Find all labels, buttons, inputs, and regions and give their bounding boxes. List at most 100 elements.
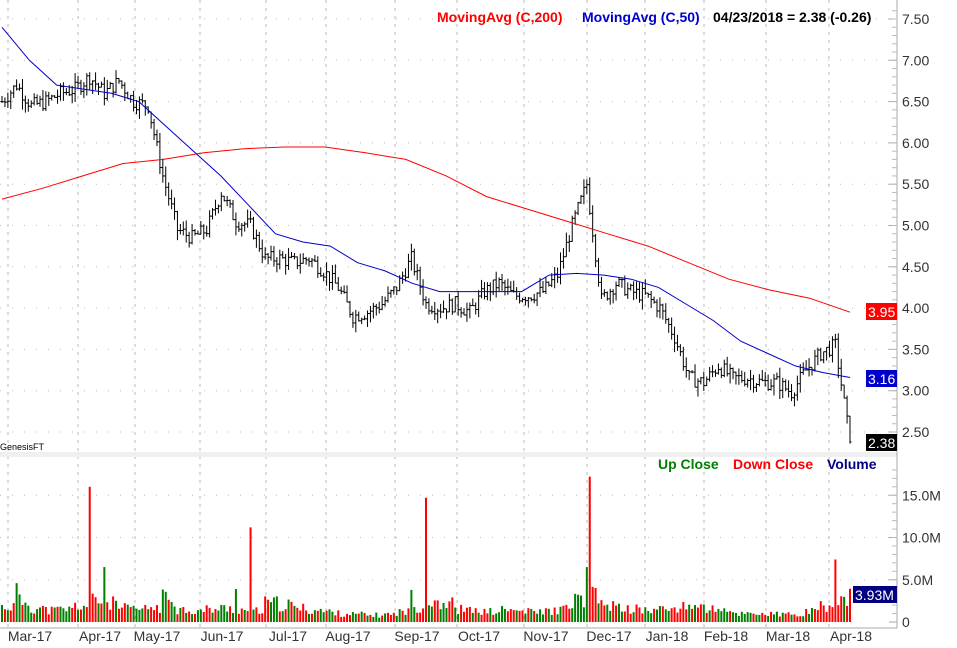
ohlc-bar bbox=[272, 246, 276, 267]
ohlc-bar bbox=[412, 248, 416, 276]
ohlc-bar bbox=[480, 279, 484, 299]
volume-bar bbox=[290, 601, 293, 622]
ohlc-bar bbox=[202, 224, 206, 240]
ohlc-bar bbox=[626, 282, 630, 299]
ohlc-bar bbox=[357, 311, 361, 322]
volume-bar bbox=[734, 612, 737, 622]
ohlc-bar bbox=[754, 383, 758, 393]
y-tick-label: 3.50 bbox=[902, 341, 929, 357]
ohlc-bar bbox=[494, 271, 498, 298]
ohlc-bar bbox=[620, 278, 624, 288]
ohlc-bar bbox=[406, 253, 410, 279]
volume-bar bbox=[454, 607, 457, 622]
ohlc-bar bbox=[506, 278, 510, 295]
volume-bar bbox=[562, 605, 565, 622]
ohlc-bar bbox=[26, 98, 30, 112]
ohlc-bar bbox=[50, 94, 54, 101]
volume-bar bbox=[343, 616, 346, 622]
ohlc-bar bbox=[211, 208, 215, 220]
volume-bar bbox=[849, 588, 851, 622]
x-tick-label: Feb-18 bbox=[704, 628, 749, 644]
ohlc-bar bbox=[833, 333, 837, 349]
ohlc-bar bbox=[819, 347, 823, 362]
volume-bar bbox=[664, 609, 667, 622]
volume-bar bbox=[623, 611, 626, 622]
volume-bar bbox=[512, 610, 515, 622]
ohlc-bar bbox=[822, 351, 826, 364]
volume-bar bbox=[635, 604, 638, 622]
volume-bar bbox=[132, 605, 135, 622]
volume-bar bbox=[153, 610, 156, 622]
volume-bar bbox=[430, 606, 433, 622]
x-axis-labels: Mar-17 Apr-17 May-17 Jun-17 Jul-17 Aug-17 Sep-… bbox=[8, 628, 872, 644]
ohlc-bar bbox=[301, 253, 305, 264]
y-tick-label: 5.50 bbox=[902, 176, 929, 192]
volume-bar bbox=[68, 606, 71, 622]
ohlc-bar bbox=[254, 229, 258, 248]
ohlc-bar bbox=[392, 286, 396, 295]
legend-up-close: Up Close bbox=[658, 456, 719, 472]
ohlc-bar bbox=[564, 232, 568, 258]
volume-bar bbox=[220, 604, 223, 622]
ohlc-bar bbox=[468, 302, 472, 319]
volume-bar bbox=[699, 604, 702, 622]
ohlc-bar bbox=[614, 281, 618, 301]
y-tick-label: 5.00 bbox=[902, 218, 929, 234]
volume-bar bbox=[831, 607, 834, 622]
ohlc-bar bbox=[436, 308, 440, 324]
ohlc-bar bbox=[491, 279, 495, 296]
volume-badge-text: 3.93M bbox=[855, 587, 894, 603]
volume-bar bbox=[822, 605, 825, 622]
ma50-badge bbox=[866, 370, 897, 387]
ohlc-bar bbox=[415, 263, 419, 281]
volume-bar bbox=[138, 609, 141, 622]
volume-bar bbox=[272, 597, 275, 622]
volume-bar bbox=[778, 616, 781, 622]
ohlc-bar bbox=[541, 281, 545, 294]
volume-bar bbox=[94, 597, 97, 622]
y-tick-label: 3.00 bbox=[902, 383, 929, 399]
legend-quote: 04/23/2018 = 2.38 (-0.26) bbox=[713, 9, 871, 25]
volume-bar bbox=[135, 608, 138, 622]
ohlc-bar bbox=[515, 287, 519, 300]
ohlc-bar bbox=[281, 251, 285, 259]
ohlc-bar bbox=[447, 293, 451, 313]
volume-bar bbox=[407, 608, 410, 622]
ohlc-bar bbox=[152, 118, 156, 141]
volume-bar bbox=[591, 586, 594, 622]
ohlc-bar bbox=[310, 257, 314, 268]
legend-down-close: Down Close bbox=[733, 456, 813, 472]
ohlc-bar bbox=[225, 195, 229, 207]
ohlc-bar bbox=[637, 282, 641, 303]
ohlc-bar bbox=[325, 262, 329, 286]
volume-bar bbox=[533, 610, 536, 622]
volume-bar bbox=[749, 612, 752, 622]
volume-bar bbox=[404, 614, 407, 622]
volume-bar bbox=[463, 611, 466, 622]
volume-bar bbox=[357, 613, 360, 622]
ohlc-bar bbox=[684, 357, 688, 378]
ohlc-bar bbox=[605, 291, 609, 301]
volume-bar bbox=[378, 617, 381, 622]
volume-bar bbox=[673, 607, 676, 622]
volume-bar bbox=[389, 614, 392, 622]
volume-bar bbox=[764, 614, 767, 622]
ohlc-bar bbox=[96, 82, 100, 96]
ohlc-bar bbox=[120, 80, 124, 89]
volume-bar bbox=[647, 611, 650, 622]
volume-bar bbox=[495, 613, 498, 622]
ohlc-bar bbox=[342, 285, 346, 294]
ohlc-bar bbox=[307, 257, 311, 267]
y-tick-label: 4.50 bbox=[902, 259, 929, 275]
ohlc-bar bbox=[35, 94, 39, 105]
ohlc-bar bbox=[243, 221, 247, 232]
volume-bar bbox=[229, 606, 232, 622]
ohlc-bar bbox=[497, 277, 501, 292]
volume-bar bbox=[346, 613, 349, 622]
ohlc-bar bbox=[94, 72, 98, 90]
volume-bar bbox=[103, 567, 106, 622]
volume-bar bbox=[158, 612, 161, 622]
volume-bar bbox=[439, 609, 442, 622]
ohlc-bar bbox=[56, 89, 60, 104]
volume-bar bbox=[702, 604, 705, 622]
